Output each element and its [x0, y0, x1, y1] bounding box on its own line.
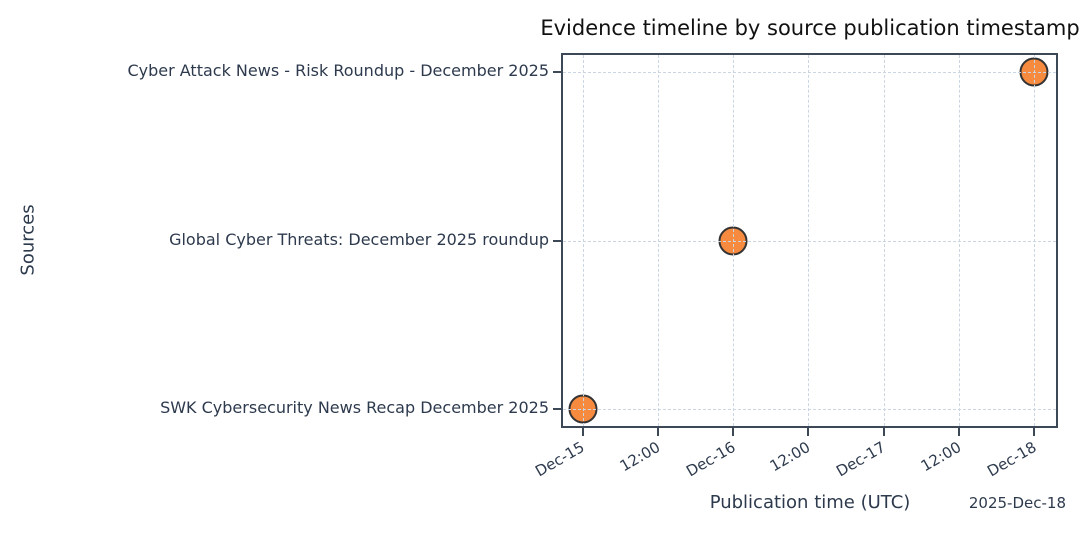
- x-tick-label: Dec-18: [983, 438, 1040, 481]
- x-axis-label: Publication time (UTC): [709, 492, 911, 513]
- x-tick-mark: [882, 428, 885, 436]
- y-tick-label: SWK Cybersecurity News Recap December 20…: [160, 398, 549, 418]
- x-tick-label: Dec-15: [532, 438, 588, 481]
- data-point: [718, 226, 748, 255]
- data-point: [568, 394, 598, 424]
- y-tick-label: Cyber Attack News - Risk Roundup - Decem…: [127, 60, 549, 80]
- data-point: [1019, 57, 1049, 87]
- y-tick-mark: [553, 239, 561, 242]
- x-tick-mark: [732, 428, 735, 436]
- x-tick-label: 12:00: [917, 438, 964, 476]
- y-axis-label: Sources: [17, 204, 39, 276]
- y-tick-mark: [553, 408, 561, 411]
- x-gridline: [582, 55, 584, 426]
- x-tick-mark: [656, 428, 659, 436]
- y-gridline: [563, 71, 1056, 73]
- x-tick-mark: [1033, 428, 1036, 436]
- x-gridline: [1034, 55, 1036, 426]
- plot-area: [561, 53, 1058, 428]
- x-gridline: [958, 55, 960, 426]
- x-tick-label: 12:00: [616, 438, 663, 476]
- y-gridline: [563, 240, 1056, 242]
- x-gridline: [808, 55, 810, 426]
- x-gridline: [883, 55, 885, 426]
- x-tick-mark: [957, 428, 960, 436]
- chart-title: Evidence timeline by source publication …: [540, 16, 1080, 40]
- y-gridline: [563, 409, 1056, 411]
- x-gridline: [657, 55, 659, 426]
- x-tick-mark: [807, 428, 810, 436]
- x-tick-label: Dec-16: [682, 438, 739, 481]
- y-tick-mark: [553, 70, 561, 73]
- x-tick-label: 12:00: [766, 438, 814, 476]
- y-tick-label: Global Cyber Threats: December 2025 roun…: [169, 229, 549, 249]
- x-tick-label: Dec-17: [833, 438, 889, 481]
- x-tick-mark: [581, 428, 584, 436]
- x-axis-offset-text: 2025-Dec-18: [968, 494, 1066, 512]
